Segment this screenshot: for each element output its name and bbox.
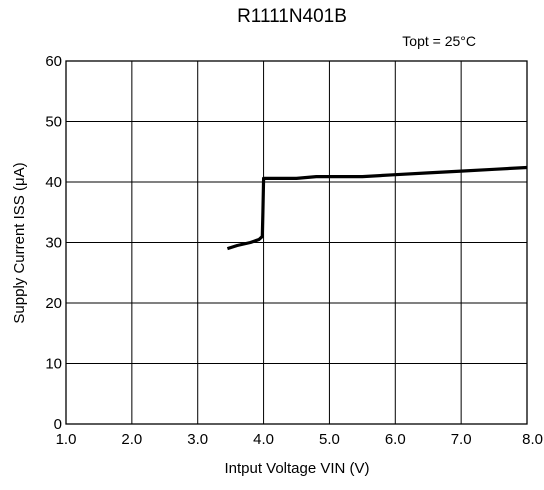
y-tick-label-5: 50	[45, 114, 62, 131]
x-axis-ticks: 1.0 2.0 3.0 4.0 5.0 6.0 7.0 8.0	[56, 431, 543, 448]
grid	[65, 60, 528, 425]
x-tick-label-4: 5.0	[319, 431, 340, 448]
x-tick-label-6: 7.0	[451, 431, 472, 448]
x-tick-label-3: 4.0	[253, 431, 274, 448]
series-layer	[226, 165, 528, 251]
y-tick-label-6: 60	[45, 53, 62, 70]
y-axis-label: Supply Current ISS (μA)	[11, 162, 28, 323]
chart-title: R1111N401B	[237, 6, 347, 27]
y-tick-label-1: 10	[45, 356, 62, 373]
x-axis-label: Intput Voltage VIN (V)	[224, 460, 369, 477]
x-tick-label-5: 6.0	[385, 431, 406, 448]
y-tick-label-0: 0	[54, 416, 62, 433]
y-tick-label-4: 40	[45, 174, 62, 191]
y-tick-label-3: 30	[45, 235, 62, 252]
y-tick-label-2: 20	[45, 295, 62, 312]
condition-annotation: Topt = 25°C	[402, 33, 476, 49]
x-tick-label-7: 8.0	[522, 431, 543, 448]
x-tick-label-1: 2.0	[121, 431, 142, 448]
x-tick-label-2: 3.0	[187, 431, 208, 448]
series-line-0	[226, 165, 528, 251]
y-axis-ticks: 0 10 20 30 40 50 60	[45, 53, 62, 433]
plot-frame	[65, 60, 528, 425]
x-tick-label-0: 1.0	[56, 431, 77, 448]
